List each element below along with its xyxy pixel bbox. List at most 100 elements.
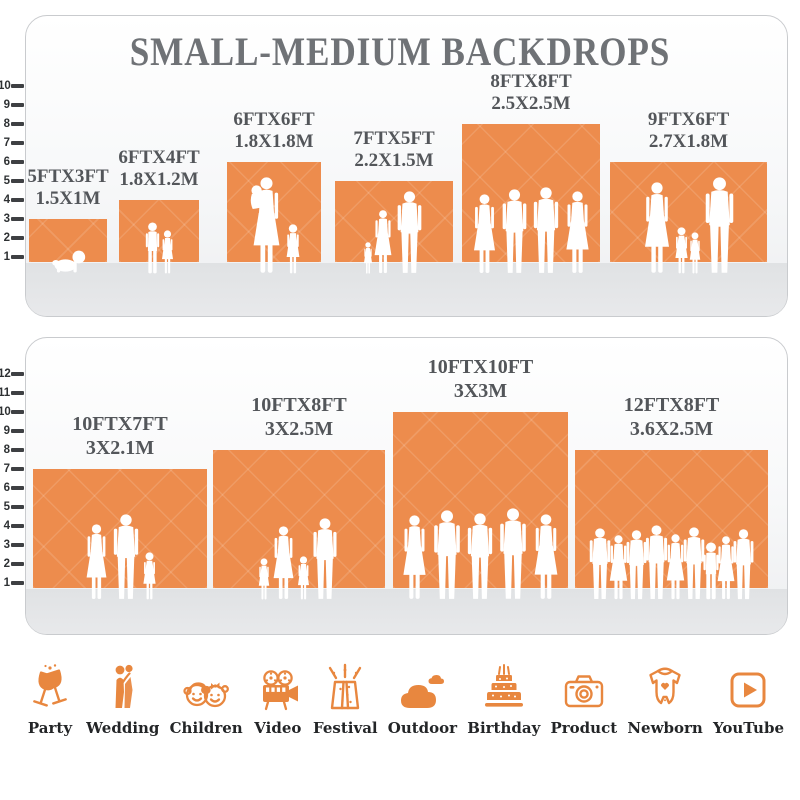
figure-girl	[258, 558, 270, 600]
category-item-newborn: Newborn	[627, 658, 703, 737]
ruler-tick-label: 9	[3, 425, 10, 437]
ruler-tick-mark	[11, 543, 24, 547]
figure-woman	[473, 194, 495, 273]
figure-man	[683, 527, 705, 600]
bar-size-label: 6FTX6FT 1.8X1.8M	[179, 109, 369, 153]
outdoor-icon	[397, 658, 447, 712]
figure-boy	[703, 542, 719, 600]
figure-boy	[145, 222, 160, 274]
figure-man	[705, 177, 733, 273]
ruler-tick-label: 11	[0, 387, 11, 399]
bar-size-label: 10FTX8FT 3X2.5M	[204, 393, 394, 441]
category-label: Newborn	[627, 719, 703, 737]
size-feet: 10FTX8FT	[251, 394, 347, 416]
figure-girl	[286, 224, 299, 274]
backdrop-bar	[213, 450, 385, 588]
ruler-tick-mark	[11, 198, 24, 202]
size-meters: 3X3M	[453, 380, 508, 402]
size-meters: 1.5X1M	[35, 188, 101, 209]
figures-group	[107, 44, 211, 274]
figure-man	[313, 518, 337, 599]
figures-group	[215, 44, 333, 274]
size-meters: 3X2.5M	[264, 418, 334, 440]
ruler-tick-label: 9	[3, 99, 10, 111]
size-feet: 5FTX3FT	[27, 166, 109, 187]
figure-girl	[689, 232, 700, 274]
figures-group	[598, 44, 779, 274]
figures-group	[323, 44, 465, 274]
bar-size-label: 9FTX6FT 2.7X1.8M	[594, 109, 784, 153]
size-meters: 2.2X1.5M	[354, 150, 434, 171]
ruler-tick-label: 5	[3, 175, 10, 187]
figure-girl	[161, 230, 174, 274]
size-meters: 3.6X2.5M	[629, 418, 714, 440]
figure-woman	[565, 191, 589, 273]
ruler-tick-mark	[11, 103, 24, 107]
ruler-tick-mark	[11, 505, 24, 509]
bar-size-label: 6FTX4FT 1.8X1.2M	[64, 147, 254, 191]
size-feet: 12FTX8FT	[623, 394, 720, 416]
ruler-tick-label: 2	[3, 558, 10, 570]
ruler-tick-mark	[11, 236, 24, 240]
ruler-tick-label: 10	[0, 80, 11, 92]
size-feet: 6FTX6FT	[233, 109, 315, 130]
ruler-tick-mark	[11, 141, 24, 145]
figures-group	[381, 370, 580, 600]
video-icon	[253, 658, 303, 712]
category-item-youtube: YouTube	[713, 658, 784, 737]
page-title: SMALL-MEDIUM BACKDROPS	[129, 29, 671, 74]
figure-man	[397, 191, 421, 273]
figure-girl	[674, 227, 688, 274]
figures-group	[450, 44, 612, 274]
figure-girl	[363, 242, 372, 274]
ruler-tick-mark	[11, 410, 24, 414]
ruler-tick-label: 6	[3, 482, 10, 494]
category-item-wedding: Wedding	[86, 658, 159, 737]
figure-girl	[143, 552, 156, 600]
figure-man	[434, 510, 460, 599]
ruler-tick-label: 4	[3, 520, 10, 532]
figure-man	[733, 529, 754, 600]
festival-icon	[322, 658, 368, 712]
backdrop-bar	[335, 181, 453, 262]
ruler-tick-label: 8	[3, 444, 10, 456]
children-icon	[180, 658, 232, 712]
ruler-tick-label: 10	[0, 406, 11, 418]
bar-size-label: 7FTX5FT 2.2X1.5M	[299, 128, 489, 172]
ruler-tick-label: 5	[3, 501, 10, 513]
ruler-tick-mark	[11, 122, 24, 126]
ruler-tick-mark	[11, 160, 24, 164]
category-item-birthday: Birthday	[467, 658, 540, 737]
product-icon	[560, 658, 608, 712]
ruler-tick-mark	[11, 562, 24, 566]
backdrop-bar	[33, 469, 207, 588]
ruler-tick-label: 7	[3, 463, 10, 475]
bar-size-label: 10FTX7FT 3X2.1M	[25, 412, 215, 460]
ruler-tick-mark	[11, 429, 24, 433]
size-feet: 10FTX7FT	[72, 413, 168, 435]
party-icon	[24, 658, 76, 712]
figure-woman	[609, 535, 628, 600]
ruler-tick-mark	[11, 581, 24, 585]
ruler-tick-mark	[11, 217, 24, 221]
size-feet: 10FTX10FT	[427, 356, 534, 378]
figure-man	[467, 513, 493, 599]
figure-woman	[273, 526, 294, 600]
newborn-icon	[641, 658, 689, 712]
figure-woman	[403, 515, 426, 599]
bar-size-label: 8FTX8FT 2.5X2.5M	[436, 71, 626, 115]
figure-woman	[717, 536, 735, 600]
figure-man	[113, 514, 139, 599]
ruler-tick-mark	[11, 448, 24, 452]
figure-woman	[86, 524, 107, 600]
ruler-tick-label: 7	[3, 137, 10, 149]
size-meters: 2.5X2.5M	[491, 93, 571, 114]
size-meters: 2.7X1.8M	[648, 131, 729, 152]
figure-baby	[52, 250, 86, 273]
figures-group	[21, 370, 219, 600]
ruler-tick-label: 8	[3, 118, 10, 130]
figure-man	[589, 528, 611, 600]
backdrop-bar	[610, 162, 767, 262]
ruler-tick-label: 3	[3, 539, 10, 551]
figure-man	[500, 508, 526, 599]
